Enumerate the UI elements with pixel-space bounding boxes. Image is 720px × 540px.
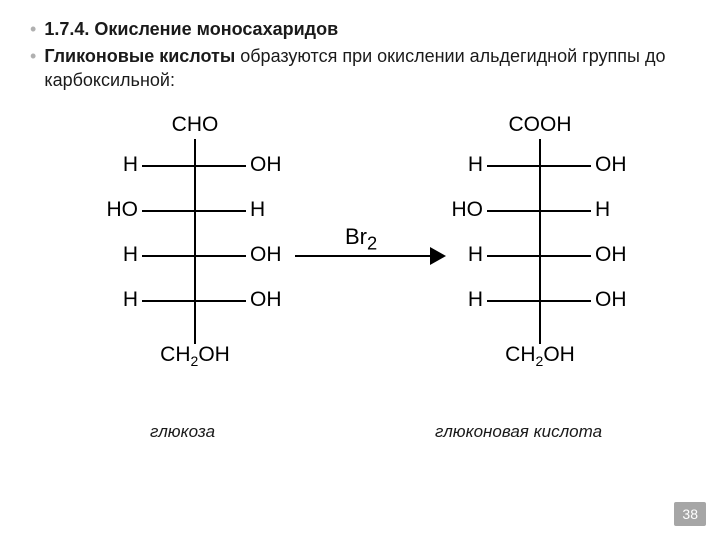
gluconic-caption: глюконовая кислота <box>435 422 602 442</box>
backbone-line <box>539 139 541 344</box>
glucose-caption: глюкоза <box>150 422 215 442</box>
substituent-right: OH <box>250 243 282 267</box>
substituent-right: OH <box>595 288 627 312</box>
glucose-fischer: HOHHOHHOHHOH CHO CH2OH <box>100 117 290 387</box>
substituent-right: OH <box>250 153 282 177</box>
substituent-right: OH <box>595 153 627 177</box>
substituent-left: HO <box>452 198 484 222</box>
substituent-right: H <box>250 198 265 222</box>
section-heading: 1.7.4. Окисление моносахаридов <box>44 18 338 41</box>
bond-line <box>487 165 591 167</box>
glyconic-term: Гликоновые кислоты <box>44 46 235 66</box>
glucose-bottom-label: CH2OH <box>160 343 230 369</box>
bullet-heading: • 1.7.4. Окисление моносахаридов <box>30 18 690 41</box>
substituent-left: H <box>468 288 483 312</box>
substituent-right: OH <box>250 288 282 312</box>
section-number: 1.7.4. <box>44 19 89 39</box>
substituent-left: HO <box>107 198 139 222</box>
substituent-right: H <box>595 198 610 222</box>
bullet-dot-icon: • <box>30 45 36 68</box>
reaction-arrow: Br2 <box>295 227 445 277</box>
bond-line <box>142 165 246 167</box>
gluconic-bottom-label: CH2OH <box>505 343 575 369</box>
bond-line <box>142 255 246 257</box>
backbone-line <box>194 139 196 344</box>
gluconic-top-label: COOH <box>509 113 572 137</box>
bullet-body: • Гликоновые кислоты образуются при окис… <box>30 45 690 92</box>
section-title: Окисление моносахаридов <box>94 19 338 39</box>
substituent-right: OH <box>595 243 627 267</box>
reagent-label: Br2 <box>345 224 377 254</box>
bond-line <box>487 210 591 212</box>
bond-line <box>487 255 591 257</box>
arrow-line <box>295 255 435 257</box>
substituent-left: H <box>468 153 483 177</box>
substituent-left: H <box>123 243 138 267</box>
arrow-head-icon <box>430 247 446 265</box>
bond-line <box>142 300 246 302</box>
reaction-diagram: HOHHOHHOHHOH CHO CH2OH Br2 HOHHOHHOHHOH … <box>30 117 690 457</box>
substituent-left: H <box>123 288 138 312</box>
substituent-left: H <box>468 243 483 267</box>
bond-line <box>142 210 246 212</box>
glucose-top-label: CHO <box>172 113 219 137</box>
body-text: Гликоновые кислоты образуются при окисле… <box>44 45 690 92</box>
bond-line <box>487 300 591 302</box>
bullet-dot-icon: • <box>30 18 36 41</box>
page-number-badge: 38 <box>674 502 706 526</box>
gluconic-fischer: HOHHOHHOHHOH COOH CH2OH <box>445 117 635 387</box>
substituent-left: H <box>123 153 138 177</box>
